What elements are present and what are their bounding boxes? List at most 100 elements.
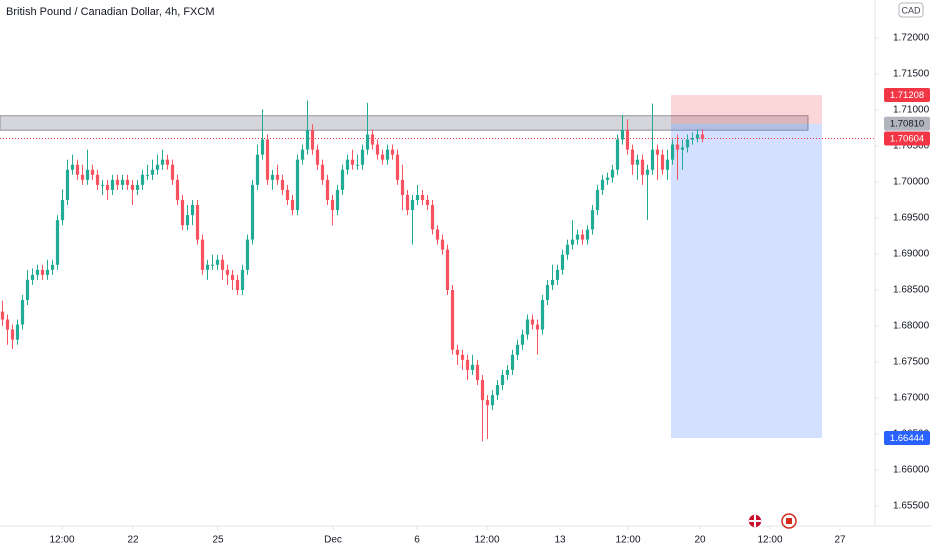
candle-body <box>125 179 130 185</box>
candle-body <box>5 319 10 330</box>
candle-body <box>335 189 340 211</box>
candle-body <box>445 249 450 290</box>
candle-body <box>690 138 695 140</box>
candle-body <box>255 154 260 185</box>
candle-body <box>130 184 135 190</box>
candle-body <box>50 264 55 270</box>
candle-body <box>210 264 215 266</box>
candle-body <box>55 220 60 265</box>
candle-body <box>225 269 230 275</box>
candle-body <box>485 400 490 406</box>
candle-body <box>680 147 685 150</box>
candle-body <box>35 269 40 275</box>
candle-body <box>400 179 405 195</box>
candle-body <box>490 395 495 406</box>
stop-loss-area <box>671 95 822 124</box>
candle-body <box>150 169 155 175</box>
candle-body <box>635 159 640 165</box>
candle-body <box>650 149 655 170</box>
candle-body <box>10 329 15 340</box>
x-tick-label: 25 <box>212 535 224 546</box>
candle-body <box>175 179 180 201</box>
candle-body <box>310 130 315 150</box>
candle-body <box>510 354 515 370</box>
y-tick-label: 1.71500 <box>893 69 930 80</box>
candle-body <box>300 149 305 160</box>
y-tick-label: 1.72000 <box>893 33 930 44</box>
candle-body <box>70 164 75 170</box>
candle-body <box>235 279 240 290</box>
x-tick-label: 20 <box>694 535 706 546</box>
candle-body <box>545 284 550 301</box>
y-tick-label: 1.68500 <box>893 285 930 296</box>
candle-body <box>220 259 225 270</box>
price-label: 1.71208 <box>890 90 924 101</box>
candle-body <box>365 134 370 150</box>
y-tick-label: 1.71000 <box>893 105 930 116</box>
price-label: 1.70810 <box>890 119 924 130</box>
candle-body <box>65 169 70 201</box>
candle-body <box>160 159 165 165</box>
y-tick-label: 1.69500 <box>893 213 930 224</box>
y-tick-label: 1.67000 <box>893 393 930 404</box>
x-tick-label: 12:00 <box>615 535 640 546</box>
candle-body <box>85 169 90 180</box>
candle-body <box>480 379 485 401</box>
candle-body <box>20 300 25 325</box>
candle-body <box>465 359 470 370</box>
currency-label: CAD <box>901 5 921 15</box>
candle-body <box>455 349 460 355</box>
candle-body <box>475 364 480 380</box>
axis-layer: 1.655001.660001.665001.670001.675001.680… <box>49 33 930 546</box>
candle-body <box>555 269 560 280</box>
candle-body <box>30 274 35 280</box>
candle-body <box>570 239 575 245</box>
candle-body <box>525 319 530 335</box>
candle-body <box>140 174 145 185</box>
chart-title: British Pound / Canadian Dollar, 4h, FXC… <box>6 6 215 18</box>
candle-body <box>340 169 345 190</box>
take-profit-area <box>671 123 822 439</box>
x-tick-label: Dec <box>324 535 342 546</box>
candle-body <box>270 174 275 180</box>
candle-body <box>185 215 190 226</box>
candle-body <box>90 169 95 175</box>
candle-body <box>315 149 320 165</box>
candle-body <box>605 177 610 180</box>
candle-body <box>395 154 400 180</box>
candle-body <box>285 189 290 201</box>
candle-body <box>100 184 105 186</box>
candle-body <box>290 200 295 211</box>
y-tick-label: 1.69000 <box>893 249 930 260</box>
candle-body <box>640 159 645 175</box>
candle-body <box>325 179 330 201</box>
candle-body <box>415 194 420 201</box>
candle-body <box>560 254 565 270</box>
candle-body <box>135 184 140 190</box>
x-tick-label: 12:00 <box>49 535 74 546</box>
candle-body <box>195 205 200 240</box>
candle-body <box>615 139 620 170</box>
candle-body <box>670 144 675 160</box>
candle-body <box>45 269 50 275</box>
candle-body <box>330 200 335 211</box>
candle-body <box>390 149 395 155</box>
candle-body <box>520 334 525 345</box>
x-tick-label: 13 <box>554 535 566 546</box>
candle-body <box>610 169 615 178</box>
candle-body <box>280 179 285 190</box>
candle-body <box>630 149 635 165</box>
candle-body <box>575 234 580 240</box>
candle-body <box>200 239 205 270</box>
flag-cross <box>749 515 761 527</box>
price-label: 1.70604 <box>890 134 924 145</box>
candle-body <box>470 364 475 370</box>
candle-body <box>460 354 465 360</box>
candle-body <box>420 194 425 201</box>
price-label-box <box>884 431 930 446</box>
candle-body <box>620 130 625 140</box>
candle-body <box>170 164 175 180</box>
candle-body <box>155 164 160 170</box>
y-tick-label: 1.65500 <box>893 501 930 512</box>
